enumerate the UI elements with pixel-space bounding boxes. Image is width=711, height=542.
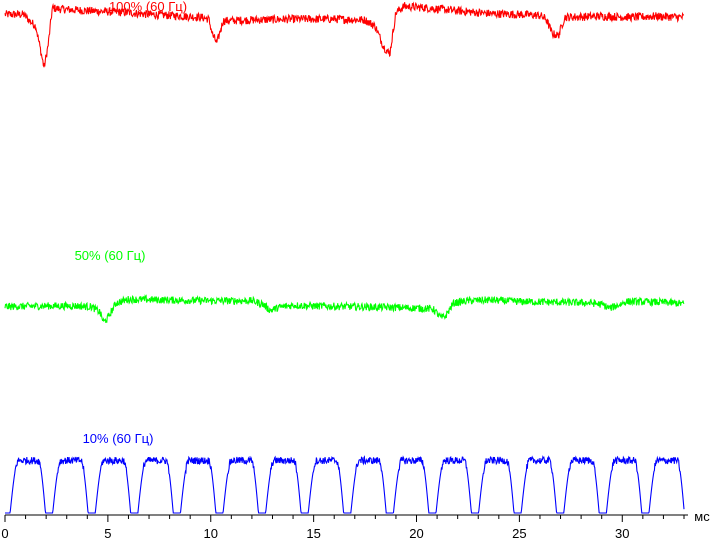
x-tick-label: 20	[409, 526, 423, 541]
series-label-1: 100% (60 Гц)	[109, 0, 187, 14]
series-line-1	[4, 1, 685, 69]
series-label-3: 10% (60 Гц)	[83, 431, 154, 446]
x-tick-label: 10	[204, 526, 218, 541]
series-label-2: 50% (60 Гц)	[75, 248, 146, 263]
x-tick-label: 30	[615, 526, 629, 541]
series-line-2	[4, 294, 685, 324]
series-layer	[4, 1, 685, 514]
x-tick-label: 25	[512, 526, 526, 541]
x-tick-label: 0	[1, 526, 8, 541]
x-tick-label: 15	[306, 526, 320, 541]
x-tick-label: 5	[104, 526, 111, 541]
x-axis-unit-label: мс	[694, 509, 710, 524]
series-line-3	[5, 455, 685, 514]
x-axis: 0 5 10 15 20 25 30 мс	[1, 509, 710, 541]
series-labels: 100% (60 Гц) 50% (60 Гц) 10% (60 Гц)	[75, 0, 187, 446]
